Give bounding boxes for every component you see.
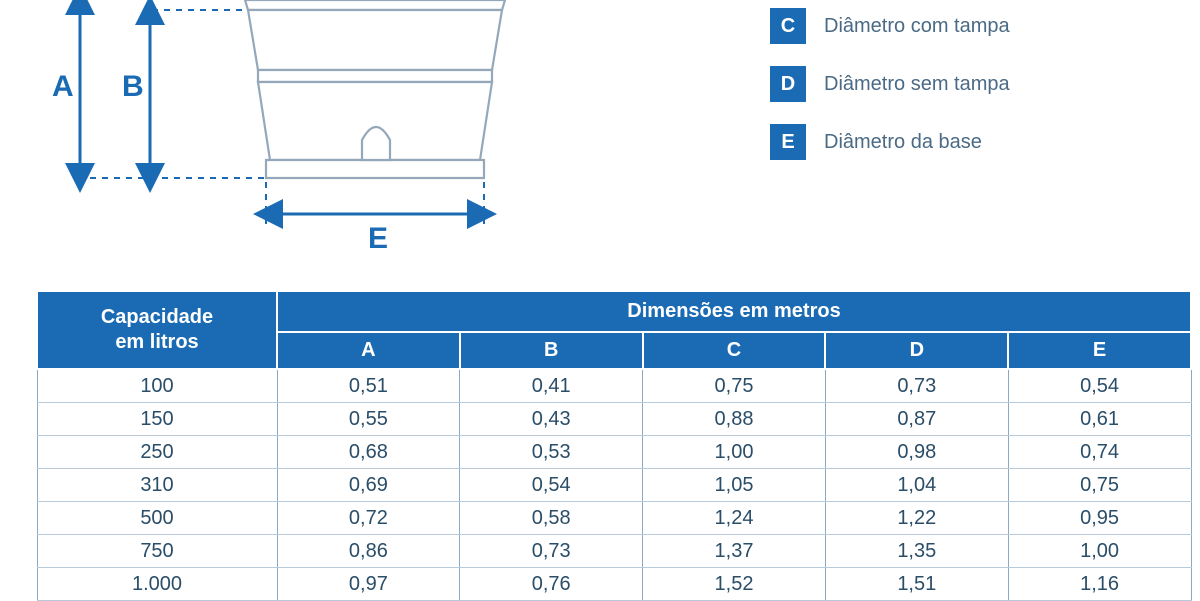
cell-value: 1,52 xyxy=(643,568,826,601)
legend-row-e: E Diâmetro da base xyxy=(770,124,1010,160)
table-body: 1000,510,410,750,730,541500,550,430,880,… xyxy=(37,369,1191,601)
table-row: 1500,550,430,880,870,61 xyxy=(37,403,1191,436)
cell-value: 0,75 xyxy=(643,369,826,403)
th-dimensions: Dimensões em metros xyxy=(277,291,1191,332)
cell-capacity: 310 xyxy=(37,469,277,502)
cell-value: 0,86 xyxy=(277,535,460,568)
th-col-a: A xyxy=(277,332,460,369)
diagram-label-b: B xyxy=(122,70,144,103)
cell-value: 0,73 xyxy=(825,369,1008,403)
cell-value: 0,51 xyxy=(277,369,460,403)
cell-capacity: 500 xyxy=(37,502,277,535)
legend-text-c: Diâmetro com tampa xyxy=(824,15,1010,38)
cell-value: 1,35 xyxy=(825,535,1008,568)
dimensions-table-wrap: Capacidade em litros Dimensões em metros… xyxy=(36,290,1192,601)
cell-value: 0,74 xyxy=(1008,436,1191,469)
cell-value: 1,16 xyxy=(1008,568,1191,601)
table-row: 1000,510,410,750,730,54 xyxy=(37,369,1191,403)
dimension-diagram: A B E xyxy=(40,0,600,260)
cell-value: 0,53 xyxy=(460,436,643,469)
cell-value: 0,87 xyxy=(825,403,1008,436)
cell-value: 0,73 xyxy=(460,535,643,568)
cell-value: 0,97 xyxy=(277,568,460,601)
th-capacity: Capacidade em litros xyxy=(37,291,277,369)
cell-value: 0,69 xyxy=(277,469,460,502)
cell-value: 0,54 xyxy=(460,469,643,502)
cell-value: 0,58 xyxy=(460,502,643,535)
legend-row-c: C Diâmetro com tampa xyxy=(770,8,1010,44)
cell-value: 1,05 xyxy=(643,469,826,502)
cell-value: 1,24 xyxy=(643,502,826,535)
th-col-c: C xyxy=(643,332,826,369)
legend-badge-d: D xyxy=(770,66,806,102)
diagram-label-e: E xyxy=(368,222,388,255)
cell-value: 1,37 xyxy=(643,535,826,568)
cell-value: 1,00 xyxy=(643,436,826,469)
cell-capacity: 250 xyxy=(37,436,277,469)
cell-value: 0,98 xyxy=(825,436,1008,469)
th-capacity-line1: Capacidade xyxy=(101,306,213,328)
table-row: 7500,860,731,371,351,00 xyxy=(37,535,1191,568)
th-col-d: D xyxy=(825,332,1008,369)
legend-badge-c: C xyxy=(770,8,806,44)
cell-capacity: 150 xyxy=(37,403,277,436)
cell-value: 0,76 xyxy=(460,568,643,601)
cell-capacity: 1.000 xyxy=(37,568,277,601)
cell-value: 1,51 xyxy=(825,568,1008,601)
legend-text-d: Diâmetro sem tampa xyxy=(824,73,1010,96)
th-capacity-line2: em litros xyxy=(115,331,198,353)
cell-capacity: 100 xyxy=(37,369,277,403)
diagram-label-a: A xyxy=(52,70,74,103)
cell-value: 0,54 xyxy=(1008,369,1191,403)
cell-value: 0,61 xyxy=(1008,403,1191,436)
cell-value: 0,72 xyxy=(277,502,460,535)
cell-value: 1,22 xyxy=(825,502,1008,535)
cell-value: 0,88 xyxy=(643,403,826,436)
cell-value: 0,41 xyxy=(460,369,643,403)
dimensions-table: Capacidade em litros Dimensões em metros… xyxy=(36,290,1192,601)
table-row: 2500,680,531,000,980,74 xyxy=(37,436,1191,469)
legend-row-d: D Diâmetro sem tampa xyxy=(770,66,1010,102)
table-row: 3100,690,541,051,040,75 xyxy=(37,469,1191,502)
dimension-legend: C Diâmetro com tampa D Diâmetro sem tamp… xyxy=(770,8,1010,160)
cell-value: 0,43 xyxy=(460,403,643,436)
cell-capacity: 750 xyxy=(37,535,277,568)
legend-badge-e: E xyxy=(770,124,806,160)
table-row: 5000,720,581,241,220,95 xyxy=(37,502,1191,535)
cell-value: 1,00 xyxy=(1008,535,1191,568)
cell-value: 0,68 xyxy=(277,436,460,469)
cell-value: 0,95 xyxy=(1008,502,1191,535)
th-col-b: B xyxy=(460,332,643,369)
cell-value: 1,04 xyxy=(825,469,1008,502)
legend-text-e: Diâmetro da base xyxy=(824,131,982,154)
cell-value: 0,55 xyxy=(277,403,460,436)
table-row: 1.0000,970,761,521,511,16 xyxy=(37,568,1191,601)
cell-value: 0,75 xyxy=(1008,469,1191,502)
th-col-e: E xyxy=(1008,332,1191,369)
